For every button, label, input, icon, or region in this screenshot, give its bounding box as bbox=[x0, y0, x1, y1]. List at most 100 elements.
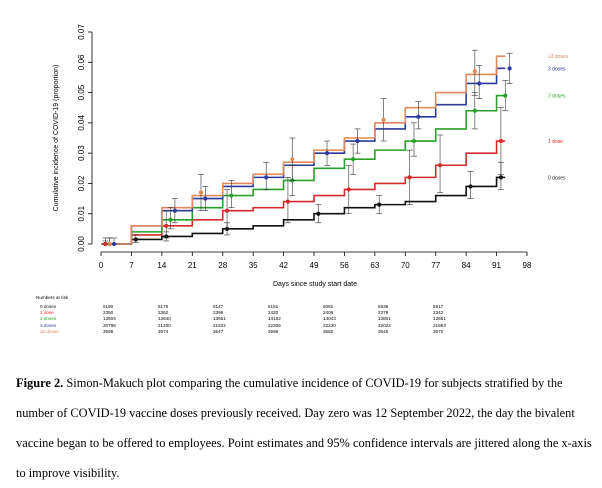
risk-cell: 22022 bbox=[378, 322, 391, 328]
x-tick-label: 63 bbox=[370, 261, 379, 270]
risk-cell: 3647 bbox=[213, 328, 224, 334]
x-tick-label: 70 bbox=[401, 261, 410, 270]
y-tick-label: 0.01 bbox=[77, 205, 86, 221]
risk-cell: 5938 bbox=[378, 304, 389, 309]
series-line-2 bbox=[101, 94, 506, 245]
point-estimate bbox=[503, 93, 508, 98]
risk-cell: 20798 bbox=[103, 322, 116, 328]
point-estimate bbox=[198, 190, 204, 195]
point-estimate bbox=[224, 208, 230, 213]
series-end-label: 2 doses bbox=[548, 94, 566, 100]
y-tick-label: 0.04 bbox=[77, 115, 86, 131]
x-tick-label: 91 bbox=[492, 261, 501, 270]
simon-makuch-plot: 0.00 0.01 0.02 0.03 0.04 0.05 0.06 0.07 0 7 14 21 28… bbox=[53, 24, 569, 288]
point-estimate bbox=[381, 117, 386, 122]
series-line-1 bbox=[101, 140, 506, 245]
point-estimate bbox=[164, 223, 169, 228]
risk-cell: 2342 bbox=[433, 310, 444, 316]
axes: 0.00 0.01 0.02 0.03 0.04 0.05 0.06 0.07 0 7 14 21 28… bbox=[77, 24, 532, 270]
figure-label: Figure 2. bbox=[16, 376, 64, 390]
x-tick-label: 14 bbox=[157, 261, 166, 270]
x-tick-label: 56 bbox=[340, 261, 349, 270]
series-end-label: ≥3 doses bbox=[548, 54, 569, 60]
risk-row-label: 2 doses bbox=[40, 316, 57, 322]
point-estimate bbox=[407, 175, 412, 180]
figure-caption-text: Simon-Makuch plot comparing the cumulati… bbox=[16, 376, 592, 480]
series-end-label: 0 doses bbox=[548, 175, 566, 181]
point-estimate bbox=[472, 69, 477, 74]
series-layer bbox=[101, 55, 506, 245]
risk-cell: 2420 bbox=[268, 310, 279, 316]
risk-cell: 5917 bbox=[433, 304, 444, 309]
risk-cell: 3696 bbox=[268, 328, 279, 334]
point-estimate bbox=[107, 241, 112, 247]
risk-cell: 3574 bbox=[158, 328, 169, 334]
point-estimate bbox=[411, 138, 417, 144]
point-estimate bbox=[285, 199, 291, 204]
risk-cell: 3682 bbox=[323, 328, 334, 334]
marks-layer: 0 doses 1 dose 2 doses 3 doses ≥3 doses bbox=[102, 49, 569, 247]
risk-cell: 2379 bbox=[378, 310, 389, 316]
point-estimate bbox=[316, 211, 321, 216]
point-estimate bbox=[355, 138, 360, 144]
risk-cell: 6147 bbox=[213, 304, 224, 309]
risk-row-label: ≥3 doses bbox=[40, 328, 59, 334]
risk-row-label: 0 doses bbox=[40, 304, 57, 309]
x-tick-label: 7 bbox=[129, 261, 134, 270]
point-estimate bbox=[111, 241, 117, 247]
x-tick-label: 98 bbox=[523, 261, 532, 270]
risk-cell: 13640 bbox=[158, 316, 171, 322]
risk-cell: 2406 bbox=[323, 310, 334, 316]
risk-cell: 13604 bbox=[103, 316, 116, 322]
x-tick-label: 35 bbox=[249, 261, 258, 270]
point-estimate bbox=[507, 66, 512, 71]
series-end-label: 1 dose bbox=[548, 139, 563, 145]
risk-row-label: 1 dose bbox=[40, 310, 54, 316]
risk-cell: 14162 bbox=[268, 316, 281, 322]
x-tick-label: 21 bbox=[188, 261, 197, 270]
risk-cell: 21200 bbox=[158, 322, 171, 328]
point-estimate bbox=[468, 184, 473, 189]
risk-cell: 21863 bbox=[433, 322, 446, 328]
risk-cell: 21632 bbox=[213, 322, 226, 328]
x-tick-label: 84 bbox=[462, 261, 471, 270]
risk-cell: 3645 bbox=[378, 328, 389, 334]
risk-cell: 6180 bbox=[103, 304, 114, 309]
point-estimate bbox=[168, 217, 173, 222]
risk-cell: 2398 bbox=[213, 310, 224, 316]
series-line-4 bbox=[101, 55, 506, 245]
y-axis-title: Cumulative incidence of COVID-19 (propor… bbox=[53, 65, 60, 212]
point-estimate bbox=[290, 157, 295, 162]
x-tick-label: 0 bbox=[99, 261, 104, 270]
point-estimate bbox=[472, 108, 477, 113]
point-estimate bbox=[416, 114, 421, 119]
point-estimate bbox=[346, 187, 351, 192]
point-estimate bbox=[203, 196, 208, 201]
risk-cell: 13651 bbox=[433, 316, 446, 322]
risk-cell: 3572 bbox=[433, 328, 444, 334]
point-estimate bbox=[377, 202, 382, 207]
x-tick-label: 49 bbox=[310, 261, 319, 270]
risk-cell: 2362 bbox=[158, 310, 169, 316]
point-estimate bbox=[172, 208, 177, 213]
point-estimate bbox=[498, 138, 504, 144]
y-tick-label: 0.07 bbox=[77, 24, 86, 40]
risk-cell: 13651 bbox=[213, 316, 226, 322]
point-estimate bbox=[133, 237, 138, 242]
risk-cell: 6151 bbox=[268, 304, 279, 309]
y-tick-label: 0.05 bbox=[77, 84, 86, 100]
risk-table-title: Numbers at risk bbox=[36, 295, 69, 300]
risk-cell: 14043 bbox=[323, 316, 336, 322]
risk-cell: 3598 bbox=[103, 328, 114, 334]
risk-cell: 6082 bbox=[323, 304, 334, 309]
point-estimate bbox=[264, 175, 269, 180]
risk-cell: 22230 bbox=[323, 322, 336, 328]
point-estimate bbox=[229, 193, 234, 198]
point-estimate bbox=[498, 175, 504, 180]
series-end-label: 3 doses bbox=[548, 66, 566, 72]
risk-cell: 13801 bbox=[378, 316, 391, 322]
y-tick-label: 0.00 bbox=[77, 236, 86, 252]
y-tick-label: 0.03 bbox=[77, 145, 86, 161]
risk-cell: 2350 bbox=[103, 310, 114, 316]
x-tick-label: 42 bbox=[279, 261, 288, 270]
